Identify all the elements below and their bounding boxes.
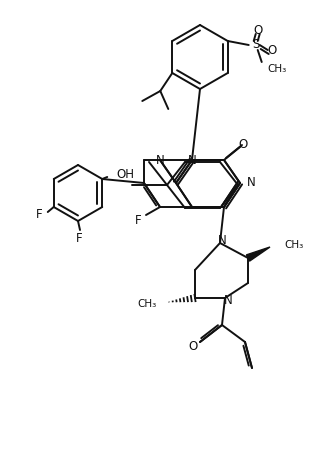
Polygon shape (246, 247, 270, 261)
Text: F: F (36, 207, 42, 220)
Text: O: O (253, 23, 262, 37)
Text: N: N (224, 293, 232, 307)
Text: N: N (156, 154, 164, 167)
Text: O: O (267, 44, 276, 57)
Text: N: N (247, 176, 256, 190)
Text: CH₃: CH₃ (284, 240, 303, 250)
Text: F: F (76, 232, 82, 244)
Text: OH: OH (116, 168, 134, 181)
Text: O: O (238, 138, 248, 151)
Text: CH₃: CH₃ (268, 64, 287, 74)
Text: O: O (188, 341, 198, 353)
Text: S: S (252, 38, 260, 51)
Text: N: N (188, 154, 196, 167)
Text: F: F (135, 214, 141, 227)
Text: CH₃: CH₃ (138, 299, 157, 309)
Text: N: N (218, 234, 226, 248)
